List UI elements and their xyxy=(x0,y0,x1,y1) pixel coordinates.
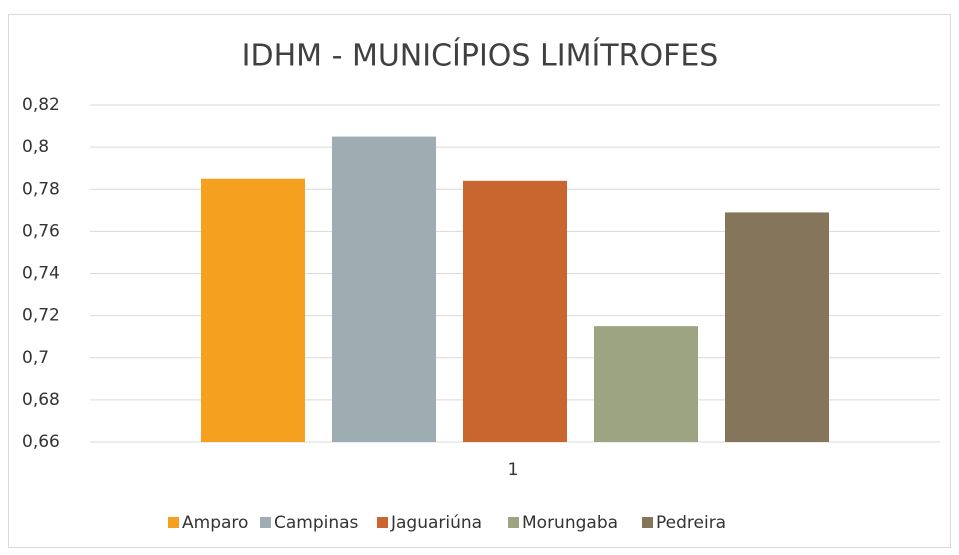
bar xyxy=(332,136,436,442)
legend-label: Campinas xyxy=(274,513,359,533)
y-tick-label: 0,7 xyxy=(22,348,49,368)
legend-swatch xyxy=(377,517,388,528)
legend-label: Pedreira xyxy=(656,513,726,533)
legend-label: Amparo xyxy=(182,513,248,533)
y-tick-label: 0,78 xyxy=(22,179,60,199)
y-tick-label: 0,74 xyxy=(22,264,60,284)
y-tick-label: 0,82 xyxy=(22,95,60,115)
bar xyxy=(725,212,829,442)
y-tick-label: 0,66 xyxy=(22,432,60,452)
legend-swatch xyxy=(508,517,519,528)
legend-label: Morungaba xyxy=(522,513,618,533)
bar xyxy=(594,326,698,442)
y-tick-label: 0,76 xyxy=(22,221,60,241)
legend-swatch xyxy=(260,517,271,528)
legend-label: Jaguariúna xyxy=(390,513,482,533)
legend-swatch xyxy=(642,517,653,528)
chart-title: IDHM - MUNICÍPIOS LIMÍTROFES xyxy=(242,38,719,74)
legend-swatch xyxy=(168,517,179,528)
y-tick-label: 0,68 xyxy=(22,390,60,410)
x-tick-label: 1 xyxy=(508,460,519,480)
bar xyxy=(201,178,305,442)
bar xyxy=(463,180,567,442)
y-tick-label: 0,8 xyxy=(22,137,49,157)
y-tick-label: 0,72 xyxy=(22,306,60,326)
